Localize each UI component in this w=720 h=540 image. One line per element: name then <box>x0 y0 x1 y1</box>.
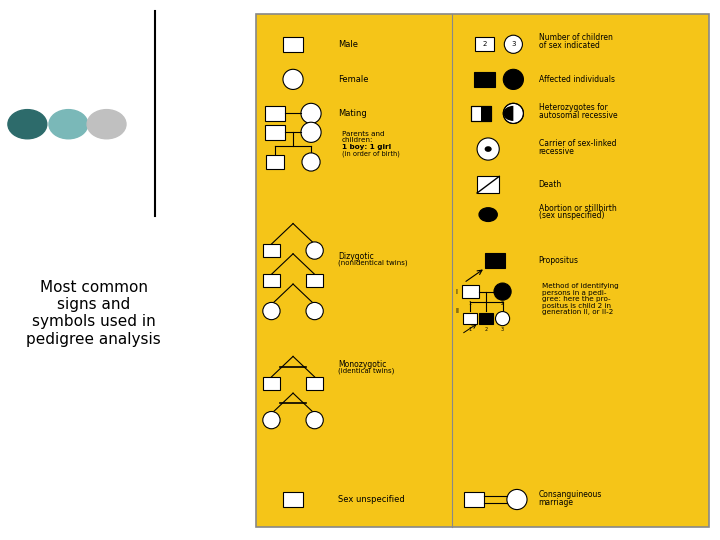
Text: Sex unspecified: Sex unspecified <box>338 495 405 504</box>
Text: Dizygotic: Dizygotic <box>338 252 374 261</box>
Bar <box>263 377 280 390</box>
Text: Affected individuals: Affected individuals <box>539 75 615 84</box>
Ellipse shape <box>301 103 321 124</box>
Text: 2: 2 <box>485 327 488 332</box>
Text: persons in a pedi-: persons in a pedi- <box>542 289 607 296</box>
Circle shape <box>479 208 498 221</box>
Bar <box>265 106 285 121</box>
Bar <box>265 125 285 140</box>
Text: Death: Death <box>539 180 562 189</box>
Text: (in order of birth): (in order of birth) <box>342 151 400 157</box>
Text: (identical twins): (identical twins) <box>338 368 395 374</box>
Text: Carrier of sex-linked: Carrier of sex-linked <box>539 139 616 147</box>
Bar <box>306 377 323 390</box>
Text: Female: Female <box>338 75 369 84</box>
Text: 3: 3 <box>511 41 516 48</box>
Ellipse shape <box>495 312 510 326</box>
Ellipse shape <box>507 489 527 510</box>
Circle shape <box>87 110 126 139</box>
Text: marriage: marriage <box>539 498 574 507</box>
Bar <box>474 72 495 87</box>
Text: Abortion or stillbirth: Abortion or stillbirth <box>539 204 616 213</box>
Circle shape <box>485 147 491 151</box>
Ellipse shape <box>503 69 523 90</box>
Bar <box>480 313 493 324</box>
Text: Method of identifying: Method of identifying <box>542 283 619 289</box>
Bar <box>463 313 477 324</box>
Bar <box>475 37 494 51</box>
Circle shape <box>49 110 88 139</box>
Bar <box>464 492 484 507</box>
Bar <box>263 274 280 287</box>
Text: 2: 2 <box>501 301 504 306</box>
Text: 3: 3 <box>501 327 504 332</box>
Bar <box>256 14 709 526</box>
Text: generation II, or II-2: generation II, or II-2 <box>542 309 613 315</box>
Text: 2: 2 <box>482 41 487 48</box>
Ellipse shape <box>301 122 321 143</box>
Text: Male: Male <box>338 40 359 49</box>
Bar <box>266 155 284 169</box>
Ellipse shape <box>504 35 523 53</box>
Text: II: II <box>456 308 460 314</box>
Text: Propositus: Propositus <box>539 256 579 265</box>
Bar <box>306 274 323 287</box>
Bar <box>283 37 303 52</box>
Ellipse shape <box>503 103 523 124</box>
Text: Number of children: Number of children <box>539 33 613 42</box>
Ellipse shape <box>306 302 323 320</box>
Text: 1: 1 <box>469 301 472 306</box>
Text: (nonidentical twins): (nonidentical twins) <box>338 260 408 266</box>
Wedge shape <box>503 106 513 121</box>
Ellipse shape <box>306 411 323 429</box>
Ellipse shape <box>263 302 280 320</box>
Bar <box>263 244 280 257</box>
Text: recessive: recessive <box>539 147 575 156</box>
Text: of sex indicated: of sex indicated <box>539 42 600 50</box>
Circle shape <box>8 110 47 139</box>
Ellipse shape <box>306 242 323 259</box>
Ellipse shape <box>477 138 499 160</box>
Text: 1: 1 <box>469 327 472 332</box>
Text: (sex unspecified): (sex unspecified) <box>539 211 604 220</box>
Text: 1 boy: 1 girl: 1 boy: 1 girl <box>342 144 391 151</box>
Text: Most common
signs and
symbols used in
pedigree analysis: Most common signs and symbols used in pe… <box>26 280 161 347</box>
Bar <box>477 177 499 193</box>
Text: Consanguineous: Consanguineous <box>539 490 602 498</box>
Text: Parents and: Parents and <box>342 131 384 137</box>
Text: I: I <box>456 288 458 295</box>
Bar <box>462 285 479 298</box>
Bar <box>485 253 505 268</box>
Bar <box>471 106 491 121</box>
Text: gree: here the pro-: gree: here the pro- <box>542 296 611 302</box>
Ellipse shape <box>263 411 280 429</box>
Ellipse shape <box>283 69 303 90</box>
Text: Mating: Mating <box>338 109 367 118</box>
Bar <box>481 106 491 121</box>
Ellipse shape <box>494 283 511 300</box>
Text: Heterozygotes for: Heterozygotes for <box>539 103 607 112</box>
Text: positus is child 2 in: positus is child 2 in <box>542 302 611 309</box>
Ellipse shape <box>302 153 320 171</box>
Text: autosomal recessive: autosomal recessive <box>539 111 617 120</box>
Text: children:: children: <box>342 137 374 144</box>
Text: Monozygotic: Monozygotic <box>338 360 387 369</box>
Bar <box>471 106 491 121</box>
